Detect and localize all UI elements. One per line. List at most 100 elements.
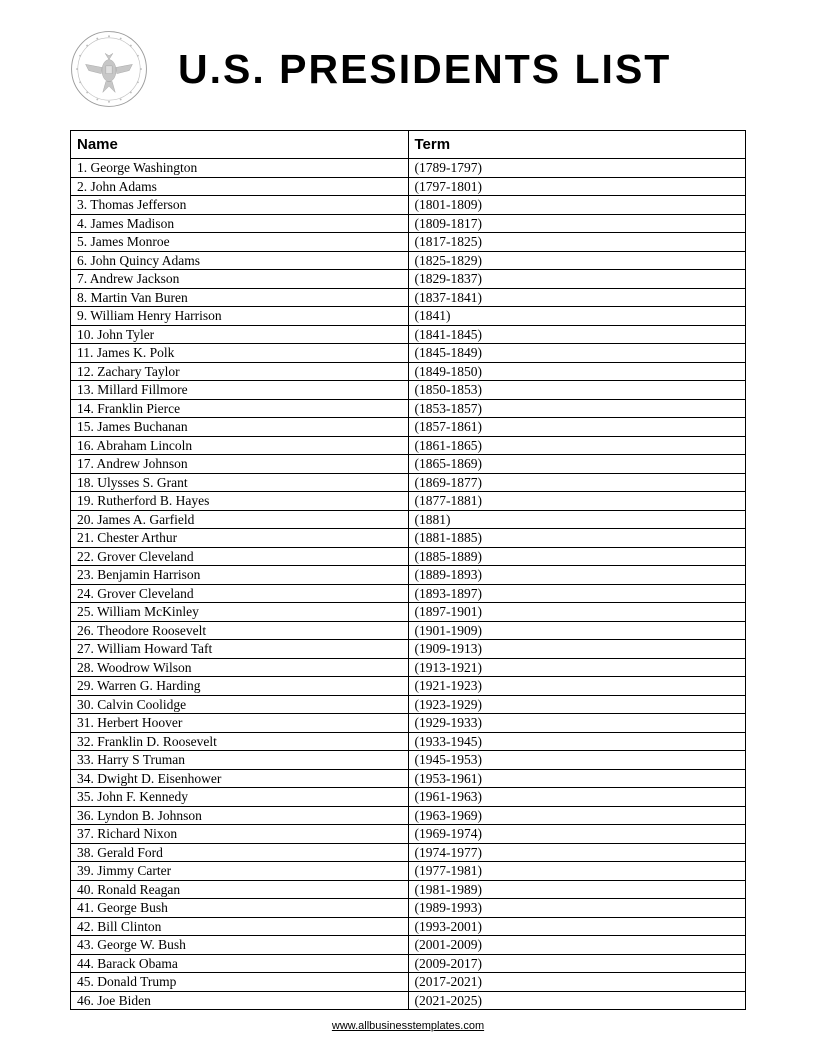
table-row: 20. James A. Garfield(1881) (71, 510, 746, 529)
cell-name: 18. Ulysses S. Grant (71, 473, 409, 492)
table-row: 11. James K. Polk(1845-1849) (71, 344, 746, 363)
cell-term: (1881) (408, 510, 746, 529)
cell-term: (1963-1969) (408, 806, 746, 825)
cell-term: (2021-2025) (408, 991, 746, 1010)
cell-name: 45. Donald Trump (71, 973, 409, 992)
table-row: 12. Zachary Taylor(1849-1850) (71, 362, 746, 381)
cell-name: 3. Thomas Jefferson (71, 196, 409, 215)
cell-name: 30. Calvin Coolidge (71, 695, 409, 714)
cell-name: 6. John Quincy Adams (71, 251, 409, 270)
cell-term: (1969-1974) (408, 825, 746, 844)
table-row: 46. Joe Biden(2021-2025) (71, 991, 746, 1010)
presidential-seal-icon (70, 30, 148, 108)
table-row: 7. Andrew Jackson(1829-1837) (71, 270, 746, 289)
table-row: 26. Theodore Roosevelt(1901-1909) (71, 621, 746, 640)
table-row: 14. Franklin Pierce(1853-1857) (71, 399, 746, 418)
table-row: 45. Donald Trump(2017-2021) (71, 973, 746, 992)
table-row: 30. Calvin Coolidge(1923-1929) (71, 695, 746, 714)
column-header-term: Term (408, 131, 746, 159)
cell-name: 36. Lyndon B. Johnson (71, 806, 409, 825)
cell-name: 19. Rutherford B. Hayes (71, 492, 409, 511)
cell-term: (1801-1809) (408, 196, 746, 215)
presidents-table: Name Term 1. George Washington(1789-1797… (70, 130, 746, 1010)
cell-name: 26. Theodore Roosevelt (71, 621, 409, 640)
table-row: 38. Gerald Ford(1974-1977) (71, 843, 746, 862)
cell-term: (1877-1881) (408, 492, 746, 511)
table-row: 8. Martin Van Buren(1837-1841) (71, 288, 746, 307)
cell-name: 42. Bill Clinton (71, 917, 409, 936)
cell-term: (1901-1909) (408, 621, 746, 640)
cell-term: (1817-1825) (408, 233, 746, 252)
cell-name: 35. John F. Kennedy (71, 788, 409, 807)
cell-term: (1893-1897) (408, 584, 746, 603)
cell-name: 27. William Howard Taft (71, 640, 409, 659)
table-row: 3. Thomas Jefferson(1801-1809) (71, 196, 746, 215)
table-row: 33. Harry S Truman(1945-1953) (71, 751, 746, 770)
cell-term: (2009-2017) (408, 954, 746, 973)
cell-name: 23. Benjamin Harrison (71, 566, 409, 585)
cell-term: (1923-1929) (408, 695, 746, 714)
cell-term: (1953-1961) (408, 769, 746, 788)
cell-term: (1797-1801) (408, 177, 746, 196)
footer-link[interactable]: www.allbusinesstemplates.com (0, 1020, 816, 1032)
cell-term: (1933-1945) (408, 732, 746, 751)
cell-term: (1850-1853) (408, 381, 746, 400)
cell-name: 28. Woodrow Wilson (71, 658, 409, 677)
cell-name: 7. Andrew Jackson (71, 270, 409, 289)
cell-term: (1921-1923) (408, 677, 746, 696)
cell-term: (1993-2001) (408, 917, 746, 936)
table-row: 34. Dwight D. Eisenhower(1953-1961) (71, 769, 746, 788)
cell-name: 40. Ronald Reagan (71, 880, 409, 899)
table-row: 19. Rutherford B. Hayes(1877-1881) (71, 492, 746, 511)
cell-name: 43. George W. Bush (71, 936, 409, 955)
cell-term: (1981-1989) (408, 880, 746, 899)
cell-term: (1909-1913) (408, 640, 746, 659)
table-row: 23. Benjamin Harrison(1889-1893) (71, 566, 746, 585)
cell-name: 20. James A. Garfield (71, 510, 409, 529)
table-row: 1. George Washington(1789-1797) (71, 159, 746, 178)
cell-term: (1865-1869) (408, 455, 746, 474)
cell-name: 37. Richard Nixon (71, 825, 409, 844)
cell-term: (2001-2009) (408, 936, 746, 955)
cell-term: (1849-1850) (408, 362, 746, 381)
table-row: 42. Bill Clinton(1993-2001) (71, 917, 746, 936)
table-row: 17. Andrew Johnson(1865-1869) (71, 455, 746, 474)
cell-name: 25. William McKinley (71, 603, 409, 622)
table-row: 9. William Henry Harrison(1841) (71, 307, 746, 326)
column-header-name: Name (71, 131, 409, 159)
cell-term: (1845-1849) (408, 344, 746, 363)
table-row: 41. George Bush(1989-1993) (71, 899, 746, 918)
cell-term: (1945-1953) (408, 751, 746, 770)
table-row: 21. Chester Arthur(1881-1885) (71, 529, 746, 548)
table-header-row: Name Term (71, 131, 746, 159)
cell-term: (1885-1889) (408, 547, 746, 566)
cell-term: (1977-1981) (408, 862, 746, 881)
cell-name: 29. Warren G. Harding (71, 677, 409, 696)
table-row: 32. Franklin D. Roosevelt(1933-1945) (71, 732, 746, 751)
table-row: 40. Ronald Reagan(1981-1989) (71, 880, 746, 899)
table-row: 36. Lyndon B. Johnson(1963-1969) (71, 806, 746, 825)
cell-name: 32. Franklin D. Roosevelt (71, 732, 409, 751)
table-row: 18. Ulysses S. Grant(1869-1877) (71, 473, 746, 492)
header: U.S. PRESIDENTS LIST (70, 30, 746, 108)
cell-name: 34. Dwight D. Eisenhower (71, 769, 409, 788)
table-row: 43. George W. Bush(2001-2009) (71, 936, 746, 955)
cell-name: 5. James Monroe (71, 233, 409, 252)
cell-term: (1897-1901) (408, 603, 746, 622)
table-row: 10. John Tyler(1841-1845) (71, 325, 746, 344)
table-row: 27. William Howard Taft(1909-1913) (71, 640, 746, 659)
cell-name: 24. Grover Cleveland (71, 584, 409, 603)
cell-name: 1. George Washington (71, 159, 409, 178)
table-row: 15. James Buchanan(1857-1861) (71, 418, 746, 437)
cell-name: 2. John Adams (71, 177, 409, 196)
cell-term: (1841-1845) (408, 325, 746, 344)
table-row: 31. Herbert Hoover(1929-1933) (71, 714, 746, 733)
table-row: 37. Richard Nixon(1969-1974) (71, 825, 746, 844)
cell-term: (1841) (408, 307, 746, 326)
cell-name: 39. Jimmy Carter (71, 862, 409, 881)
cell-name: 31. Herbert Hoover (71, 714, 409, 733)
table-row: 16. Abraham Lincoln(1861-1865) (71, 436, 746, 455)
table-row: 29. Warren G. Harding(1921-1923) (71, 677, 746, 696)
table-row: 28. Woodrow Wilson(1913-1921) (71, 658, 746, 677)
table-row: 22. Grover Cleveland(1885-1889) (71, 547, 746, 566)
